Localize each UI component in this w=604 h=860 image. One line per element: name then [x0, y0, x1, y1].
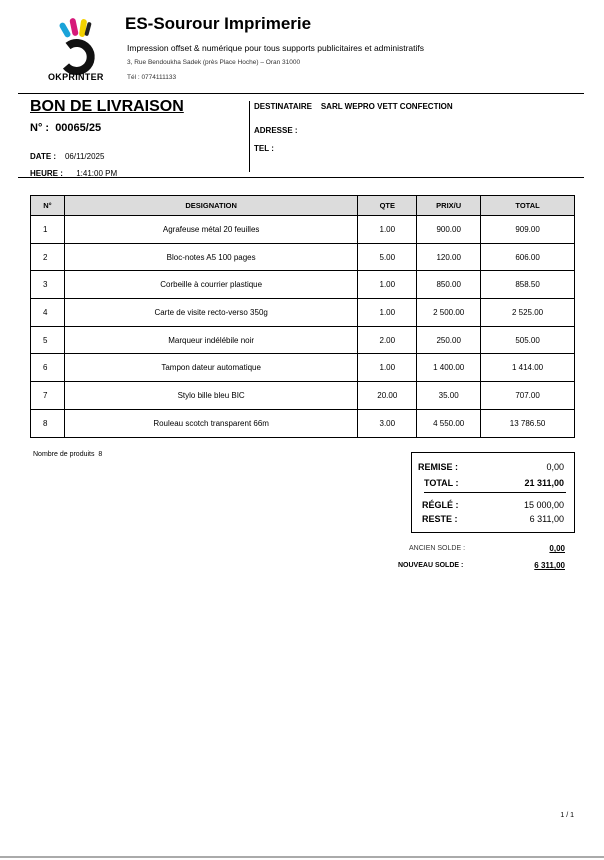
column-header: QTE	[357, 195, 418, 216]
logo-text: OKPRINTER	[48, 72, 104, 82]
document-date: DATE : 06/11/2025	[30, 152, 105, 161]
table-cell: 20.00	[357, 381, 418, 410]
remise-value: 0,00	[546, 462, 564, 472]
okprinter-logo	[59, 18, 95, 75]
company-phone: Tél : 0774111133	[127, 74, 177, 81]
regle-value: 15 000,00	[523, 500, 564, 510]
table-cell: Bloc-notes A5 100 pages	[63, 242, 359, 272]
divider	[18, 177, 584, 178]
table-cell: 6	[30, 353, 65, 383]
page-number: 1 / 1	[560, 812, 574, 819]
table-cell: 1 400.00	[416, 353, 482, 383]
table-cell: 1 414.00	[480, 353, 575, 383]
table-row: 2 Bloc-notes A5 100 pages 5.00 120.00 606.00	[30, 242, 575, 272]
table-cell: 2	[30, 242, 65, 272]
reste-value: 6 311,00	[529, 514, 564, 524]
table-cell: 5	[30, 325, 65, 355]
nouveau-solde-label: NOUVEAU SOLDE :	[398, 562, 464, 569]
table-cell: 4	[30, 298, 65, 327]
table-cell: 120.00	[416, 242, 482, 272]
table-cell: 909.00	[480, 215, 575, 244]
column-header: N°	[30, 195, 65, 216]
table-row: 4 Carte de visite recto-verso 350g 1.00 2 5…	[30, 298, 575, 327]
table-cell: 5.00	[357, 242, 418, 272]
table-cell: 850.00	[416, 270, 482, 300]
recipient-tel-label: TEL :	[254, 144, 274, 153]
table-row: 8 Rouleau scotch transparent 66m 3.00 4 550…	[30, 408, 575, 438]
document-title: BON DE LIVRAISON	[30, 98, 184, 115]
table-cell: 13 786.50	[480, 408, 575, 438]
table-cell: 1.00	[357, 298, 418, 327]
column-header: PRIX/U	[416, 195, 482, 216]
table-cell: Stylo bille bleu BIC	[63, 381, 359, 410]
items-table: N° DESIGNATION QTE PRIX/U TOTAL 1 Agrafeuse m…	[30, 195, 575, 438]
table-cell: Marqueur indélébile noir	[63, 325, 359, 355]
table-cell: 3.00	[357, 408, 418, 438]
table-cell: 250.00	[416, 325, 482, 355]
table-cell: 606.00	[480, 242, 575, 272]
table-cell: Agrafeuse métal 20 feuilles	[63, 215, 359, 244]
table-cell: 900.00	[416, 215, 482, 244]
table-cell: 1.00	[357, 215, 418, 244]
company-address: 3, Rue Bendoukha Sadek (près Place Hoche…	[127, 59, 301, 66]
table-cell: 4 550.00	[416, 408, 482, 438]
company-tagline: Impression offset & numérique pour tous …	[127, 43, 425, 53]
table-cell: Corbeille à courrier plastique	[63, 270, 359, 300]
table-cell: Rouleau scotch transparent 66m	[63, 408, 359, 438]
table-cell: 2.00	[357, 325, 418, 355]
reste-label: RESTE :	[422, 514, 458, 524]
totals-box: REMISE : 0,00 TOTAL : 21 311,00 RÉGLÉ : …	[411, 452, 575, 533]
document-time: HEURE : 1:41:00 PM	[30, 169, 118, 178]
table-cell: 858.50	[480, 270, 575, 300]
table-cell: 1	[30, 215, 65, 244]
table-cell: 8	[30, 408, 65, 438]
column-header: TOTAL	[480, 195, 575, 216]
table-cell: Carte de visite recto-verso 350g	[63, 298, 359, 327]
document-number: N° : 00065/25	[30, 122, 102, 134]
table-cell: 3	[30, 270, 65, 300]
total-value: 21 311,00	[524, 478, 564, 488]
divider	[249, 101, 250, 172]
table-cell: 7	[30, 381, 65, 410]
table-row: 3 Corbeille à courrier plastique 1.00 850.0…	[30, 270, 575, 300]
column-header: DESIGNATION	[63, 195, 359, 216]
table-row: 5 Marqueur indélébile noir 2.00 250.00 505.0…	[30, 325, 575, 355]
regle-label: RÉGLÉ :	[422, 500, 459, 510]
nouveau-solde-value: 6 311,00	[534, 561, 565, 570]
table-cell: 2 525.00	[480, 298, 575, 327]
recipient-address-label: ADRESSE :	[254, 126, 298, 135]
table-cell: Tampon dateur automatique	[63, 353, 359, 383]
recipient: DESTINATAIRE SARL WEPRO VETT CONFECTION	[254, 102, 453, 111]
table-cell: 505.00	[480, 325, 575, 355]
table-row: 7 Stylo bille bleu BIC 20.00 35.00 707.00	[30, 381, 575, 410]
product-count: Nombre de produits 8	[33, 451, 103, 458]
table-row: 1 Agrafeuse métal 20 feuilles 1.00 900.00 90…	[30, 215, 575, 244]
ancien-solde-label: ANCIEN SOLDE :	[409, 545, 466, 552]
total-label: TOTAL :	[424, 478, 459, 488]
page-bottom-border	[0, 856, 604, 858]
remise-label: REMISE :	[418, 462, 459, 472]
ancien-solde-value: 0,00	[549, 544, 565, 553]
table-cell: 2 500.00	[416, 298, 482, 327]
company-name: ES-Sourour Imprimerie	[125, 14, 312, 33]
divider	[18, 93, 584, 94]
divider	[424, 492, 566, 493]
table-cell: 1.00	[357, 353, 418, 383]
table-cell: 1.00	[357, 270, 418, 300]
table-cell: 35.00	[416, 381, 482, 410]
table-row: 6 Tampon dateur automatique 1.00 1 400.00 1 …	[30, 353, 575, 383]
table-cell: 707.00	[480, 381, 575, 410]
